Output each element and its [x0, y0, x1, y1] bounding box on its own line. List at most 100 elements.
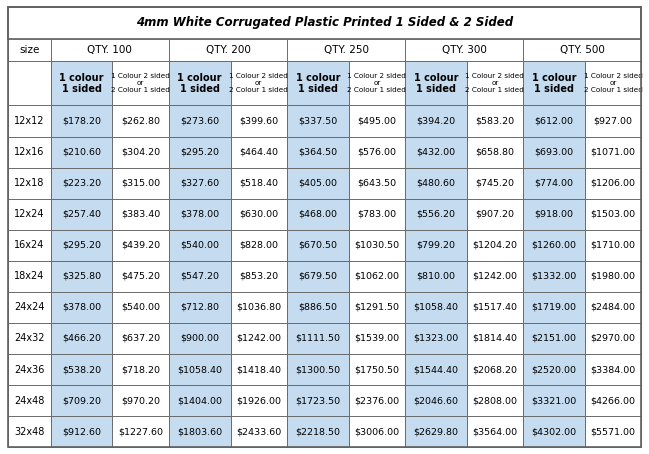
Text: 16x24: 16x24 [14, 240, 45, 250]
Bar [112, 323, 169, 354]
Text: QTY. 500: QTY. 500 [559, 45, 605, 55]
Text: $1539.00: $1539.00 [354, 334, 399, 343]
Text: $2629.80: $2629.80 [413, 427, 458, 436]
Text: $2484.00: $2484.00 [591, 303, 635, 312]
Text: $2068.20: $2068.20 [472, 365, 517, 374]
Bar [523, 261, 585, 292]
Text: $1242.00: $1242.00 [236, 334, 281, 343]
Bar [349, 230, 405, 261]
Bar [287, 199, 349, 230]
Bar [467, 385, 523, 416]
Text: $4302.00: $4302.00 [532, 427, 576, 436]
Text: $1418.40: $1418.40 [236, 365, 281, 374]
Bar [169, 385, 230, 416]
Bar [8, 261, 51, 292]
Bar [523, 39, 641, 61]
Text: $718.20: $718.20 [121, 365, 160, 374]
Bar [51, 137, 112, 168]
Bar [585, 137, 641, 168]
Bar [585, 261, 641, 292]
Text: $325.80: $325.80 [62, 272, 101, 281]
Bar [230, 292, 287, 323]
Bar [349, 323, 405, 354]
Bar [287, 354, 349, 385]
Bar [8, 39, 51, 61]
Bar [523, 105, 585, 137]
Text: $178.20: $178.20 [62, 117, 101, 125]
Bar [405, 416, 467, 447]
Bar [405, 61, 467, 105]
Text: 1 Colour 2 sided
or
2 Colour 1 sided: 1 Colour 2 sided or 2 Colour 1 sided [347, 74, 406, 94]
Bar [405, 354, 467, 385]
Bar [8, 416, 51, 447]
Text: 1 colour
1 sided: 1 colour 1 sided [177, 73, 222, 94]
Bar [169, 61, 230, 105]
Bar [467, 261, 523, 292]
Text: $745.20: $745.20 [476, 178, 515, 188]
Text: $2433.60: $2433.60 [236, 427, 282, 436]
Bar [8, 105, 51, 137]
Text: $927.00: $927.00 [593, 117, 633, 125]
Text: $637.20: $637.20 [121, 334, 160, 343]
Bar [230, 354, 287, 385]
Text: $828.00: $828.00 [239, 241, 278, 250]
Bar [405, 199, 467, 230]
Text: 12x24: 12x24 [14, 209, 45, 219]
Bar [287, 323, 349, 354]
Text: $1206.00: $1206.00 [591, 178, 635, 188]
Bar [287, 137, 349, 168]
Bar [230, 199, 287, 230]
Bar [230, 105, 287, 137]
Text: $364.50: $364.50 [299, 148, 337, 157]
Text: 4mm White Corrugated Plastic Printed 1 Sided & 2 Sided: 4mm White Corrugated Plastic Printed 1 S… [136, 16, 513, 29]
Bar [467, 105, 523, 137]
Bar [405, 105, 467, 137]
Text: $918.00: $918.00 [535, 210, 574, 219]
Text: $907.20: $907.20 [476, 210, 515, 219]
Text: QTY. 200: QTY. 200 [206, 45, 251, 55]
Bar [287, 168, 349, 199]
Text: $774.00: $774.00 [535, 178, 574, 188]
Text: $468.00: $468.00 [299, 210, 337, 219]
Bar [230, 416, 287, 447]
Bar [112, 230, 169, 261]
Text: $378.00: $378.00 [62, 303, 101, 312]
Text: $709.20: $709.20 [62, 396, 101, 405]
Bar [467, 230, 523, 261]
Bar [8, 7, 641, 39]
Bar [349, 199, 405, 230]
Text: $783.00: $783.00 [358, 210, 397, 219]
Text: $3321.00: $3321.00 [532, 396, 576, 405]
Text: QTY. 300: QTY. 300 [442, 45, 487, 55]
Text: $1544.40: $1544.40 [413, 365, 458, 374]
Text: $799.20: $799.20 [417, 241, 456, 250]
Text: $1030.50: $1030.50 [354, 241, 399, 250]
Bar [230, 261, 287, 292]
Text: $900.00: $900.00 [180, 334, 219, 343]
Text: $439.20: $439.20 [121, 241, 160, 250]
Bar [405, 323, 467, 354]
Bar [112, 416, 169, 447]
Bar [8, 199, 51, 230]
Bar [523, 230, 585, 261]
Text: $4266.00: $4266.00 [591, 396, 635, 405]
Text: $383.40: $383.40 [121, 210, 160, 219]
Text: $295.20: $295.20 [180, 148, 219, 157]
Bar [51, 416, 112, 447]
Text: $712.80: $712.80 [180, 303, 219, 312]
Text: $337.50: $337.50 [298, 117, 337, 125]
Bar [349, 137, 405, 168]
Bar [112, 385, 169, 416]
Text: $327.60: $327.60 [180, 178, 219, 188]
Text: $612.00: $612.00 [535, 117, 574, 125]
Text: $1926.00: $1926.00 [236, 396, 281, 405]
Bar [230, 385, 287, 416]
Text: $547.20: $547.20 [180, 272, 219, 281]
Text: $679.50: $679.50 [299, 272, 337, 281]
Bar [112, 168, 169, 199]
Bar [287, 261, 349, 292]
Text: $432.00: $432.00 [416, 148, 456, 157]
Text: $2218.50: $2218.50 [295, 427, 340, 436]
Text: $1058.40: $1058.40 [177, 365, 222, 374]
Bar [467, 168, 523, 199]
